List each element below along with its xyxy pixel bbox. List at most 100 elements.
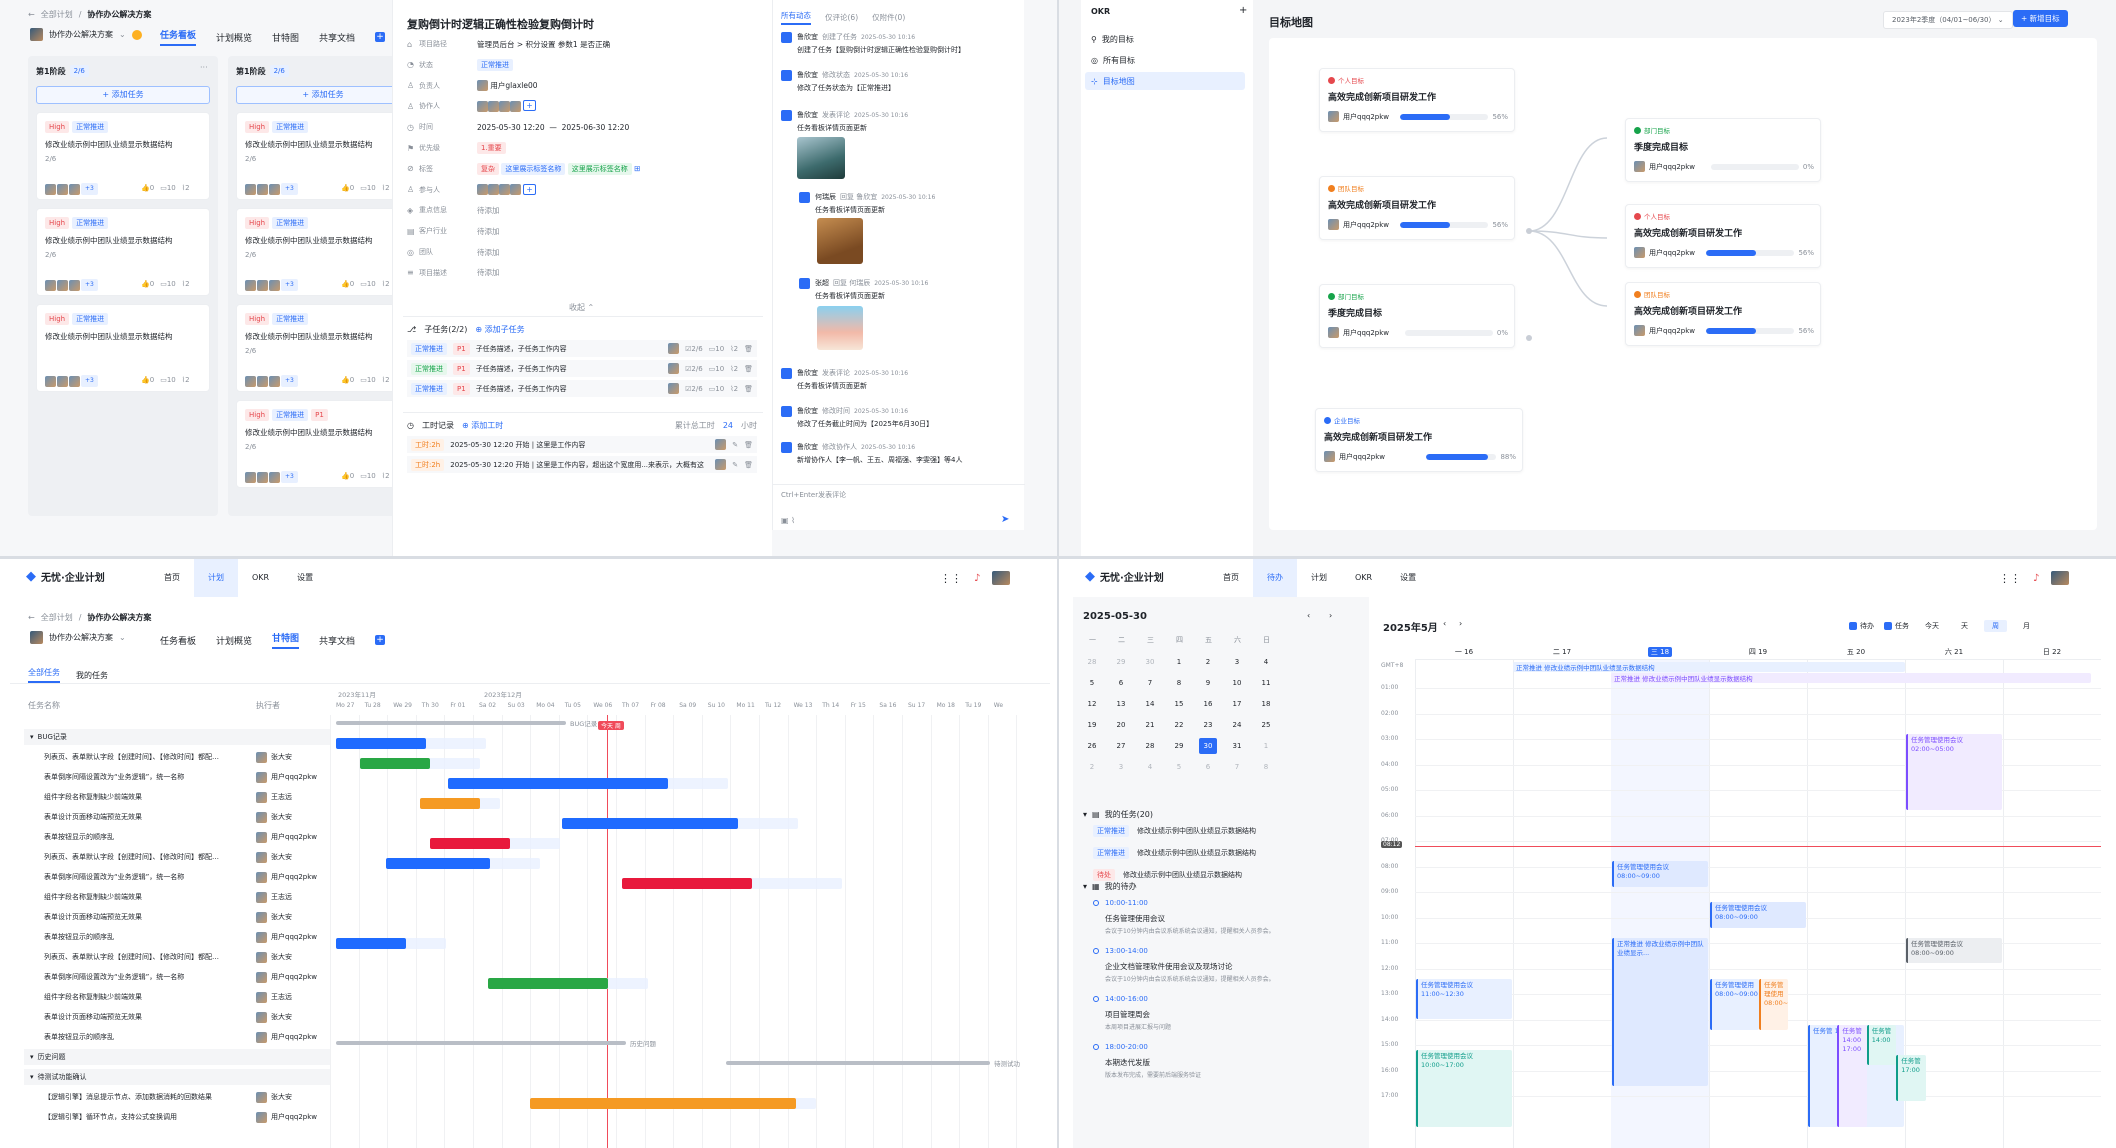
send-icon[interactable]: ➤ — [1001, 514, 1010, 525]
project-select[interactable]: 协作办公解决方案 ⌄ — [30, 631, 126, 644]
calendar-event[interactable]: 任务管理使用会议 08:00~09:00 — [1710, 902, 1806, 928]
mini-day[interactable]: 8 — [1176, 679, 1182, 687]
mini-day[interactable]: 30 — [1145, 658, 1155, 666]
gantt-task-row[interactable]: 表单按钮显示的顺序乱 用户qqq2pkw — [44, 1031, 318, 1043]
star-icon[interactable] — [131, 29, 142, 40]
add-tab-icon[interactable]: + — [375, 32, 386, 42]
tab-kanban[interactable]: 任务看板 — [160, 28, 197, 46]
mini-day[interactable]: 13 — [1116, 700, 1126, 708]
add-subtask-button[interactable]: ⊕ 添加子任务 — [475, 325, 525, 334]
add-task-button[interactable]: + 添加任务 — [236, 86, 410, 104]
calendar-event[interactable]: 任务管理使用会议 10:00~17:00 — [1416, 1050, 1512, 1127]
mini-day[interactable]: 21 — [1145, 721, 1155, 729]
mini-day[interactable]: 12 — [1087, 700, 1097, 708]
calendar-event[interactable]: 任务管 14:00 17:00 — [1837, 1024, 1867, 1127]
gantt-task-row[interactable]: 列表页、表单默认字段【创建时间】、【修改时间】都配… 张大安 — [44, 851, 292, 863]
mini-day[interactable]: 29 — [1174, 742, 1184, 750]
gantt-task-row[interactable]: 【逻辑引擎】循环节点，支持公式变换调用 用户qqq2pkw — [44, 1111, 318, 1123]
app-logo[interactable]: ◆ 无忧·企业计划 — [26, 569, 105, 584]
field-row[interactable]: ◈ 重点信息 待添加 — [407, 205, 500, 215]
comment-image[interactable] — [797, 137, 845, 179]
user-avatar[interactable] — [2051, 571, 2070, 585]
mini-day[interactable]: 6 — [1118, 679, 1124, 687]
task-card[interactable]: High 正常推进 修改业绩示例中团队业绩显示数据结构 2/6 +3 👍0 ▭10… — [236, 208, 410, 296]
tab-all-activity[interactable]: 所有动态 — [781, 10, 811, 25]
my-todos-header[interactable]: ▾ ▦ 我的待办 — [1083, 882, 1137, 891]
task-item[interactable]: 正常推进 修改业绩示例中团队业绩显示数据结构 — [1093, 825, 1256, 837]
view-week[interactable]: 周 — [1984, 620, 2007, 632]
mini-day[interactable]: 7 — [1234, 763, 1240, 771]
mini-day[interactable]: 17 — [1232, 700, 1242, 708]
gantt-task-row[interactable]: 表单设计页面移动端预览无效果 张大安 — [44, 911, 292, 923]
goal-node[interactable]: 团队目标 高效完成创新项目研发工作 用户qqq2pkw 56% — [1625, 282, 1821, 346]
delete-icon[interactable]: 🗑 — [744, 460, 753, 469]
mini-day[interactable]: 1 — [1263, 742, 1269, 750]
task-card[interactable]: High 正常推进 修改业绩示例中团队业绩显示数据结构 2/6 +3 👍0 ▭10… — [36, 112, 210, 200]
calendar-event[interactable]: 任务管理使用会议 08:00~09:00 — [1612, 861, 1708, 887]
nav-todo[interactable]: 待办 — [1253, 559, 1297, 597]
tab-kanban[interactable]: 任务看板 — [160, 636, 197, 647]
gantt-bar[interactable] — [336, 938, 406, 949]
field-row[interactable]: ◎ 团队 待添加 — [407, 247, 500, 257]
tab-my-tasks[interactable]: 我的任务 — [76, 670, 108, 680]
add-tab-icon[interactable]: + — [375, 635, 386, 645]
gantt-bar[interactable] — [420, 798, 480, 809]
menu-my-goals[interactable]: ⚲ 我的目标 — [1091, 35, 1134, 44]
field-row[interactable]: ◔ 状态 正常推进 — [407, 57, 757, 73]
gantt-task-row[interactable]: 表单按钮显示的顺序乱 用户qqq2pkw — [44, 831, 318, 843]
mini-day[interactable]: 7 — [1147, 679, 1153, 687]
field-row[interactable]: ≡ 项目描述 待添加 — [407, 268, 500, 278]
mini-day[interactable]: 19 — [1087, 721, 1097, 729]
mini-day[interactable]: 14 — [1145, 700, 1155, 708]
gantt-bar[interactable] — [430, 838, 510, 849]
delete-icon[interactable]: 🗑 — [744, 384, 753, 393]
field-row[interactable]: ▤ 客户行业 待添加 — [407, 226, 500, 236]
week-day-header[interactable]: 二 17 — [1513, 644, 1611, 660]
my-tasks-header[interactable]: ▾ ▤ 我的任务(20) — [1083, 810, 1153, 819]
mini-day[interactable]: 5 — [1089, 679, 1095, 687]
mini-day[interactable]: 11 — [1261, 679, 1271, 687]
nav-home[interactable]: 首页 — [1223, 573, 1239, 582]
mini-day[interactable]: 16 — [1203, 700, 1213, 708]
filter-todo[interactable]: 待办 — [1849, 621, 1874, 631]
new-goal-button[interactable]: + 新增目标 — [2013, 10, 2068, 27]
nav-plan[interactable]: 计划 — [194, 559, 238, 597]
gantt-group-row[interactable]: ▾ 待测试功能确认 — [24, 1069, 330, 1085]
week-day-header[interactable]: 五 20 — [1807, 644, 1905, 660]
gantt-bar[interactable] — [360, 758, 430, 769]
tab-overview[interactable]: 计划概览 — [216, 33, 253, 44]
week-day-header[interactable]: 六 21 — [1905, 644, 2003, 660]
collapse-link[interactable]: 收起 ⌃ — [569, 303, 595, 312]
mini-day[interactable]: 28 — [1087, 658, 1097, 666]
breadcrumb-all-plans[interactable]: 全部计划 — [40, 613, 73, 622]
tab-attachments[interactable]: 仅附件(0) — [872, 13, 906, 22]
tab-gantt[interactable]: 甘特图 — [272, 631, 300, 649]
field-row[interactable]: ♙ 参与人 + — [407, 182, 757, 198]
tab-gantt[interactable]: 甘特图 — [272, 33, 300, 44]
gantt-task-row[interactable]: 列表页、表单默认字段【创建时间】、【修改时间】都配… 张大安 — [44, 751, 292, 763]
gantt-task-row[interactable]: 列表页、表单默认字段【创建时间】、【修改时间】都配… 张大安 — [44, 951, 292, 963]
project-select[interactable]: 协作办公解决方案 ⌄ — [30, 28, 142, 41]
app-logo[interactable]: ◆ 无忧·企业计划 — [1085, 569, 1164, 584]
field-row[interactable]: ⌂ 项目路径 管理员后台 > 积分设置 参数1 是否正确 — [407, 39, 611, 49]
tab-docs[interactable]: 共享文档 — [319, 33, 356, 44]
mini-day[interactable]: 29 — [1116, 658, 1126, 666]
gantt-bar[interactable] — [386, 858, 490, 869]
worklog-row[interactable]: 工时:2h 2025-05-30 12:20 开始 | 这里是工作内容 ✎ 🗑 — [407, 436, 757, 453]
mini-day[interactable]: 15 — [1174, 700, 1184, 708]
gantt-task-row[interactable]: 【逻辑引擎】消息提示节点、添加数据消耗的回数结果 张大安 — [44, 1091, 292, 1103]
goal-node[interactable]: 部门目标 季度完成目标 用户qqq2pkw 0% — [1625, 118, 1821, 182]
gantt-bar[interactable] — [336, 738, 426, 749]
period-select[interactable]: 2023年2季度（04/01~06/30） ⌄ — [1883, 11, 2013, 29]
mini-day[interactable]: 2 — [1205, 658, 1211, 666]
mini-day[interactable]: 9 — [1205, 679, 1211, 687]
tab-docs[interactable]: 共享文档 — [319, 636, 356, 647]
gantt-task-row[interactable]: 表单设计页面移动端预览无效果 张大安 — [44, 1011, 292, 1023]
gantt-bar[interactable] — [488, 978, 608, 989]
menu-goal-map[interactable]: ⊹ 目标地图 — [1085, 72, 1245, 90]
subtask-row[interactable]: 正常推进 P1 子任务描述，子任务工作内容 ☑2/6 ▭10 ⌇2 🗑 — [407, 360, 757, 377]
mini-day[interactable]: 4 — [1147, 763, 1153, 771]
task-card[interactable]: High 正常推进 修改业绩示例中团队业绩显示数据结构 2/6 +3 👍0 ▭10… — [236, 112, 410, 200]
mini-day[interactable]: 5 — [1176, 763, 1182, 771]
gantt-task-row[interactable]: 表单倒序间隔设置改为“业务逻辑”，统一名称 用户qqq2pkw — [44, 771, 318, 783]
